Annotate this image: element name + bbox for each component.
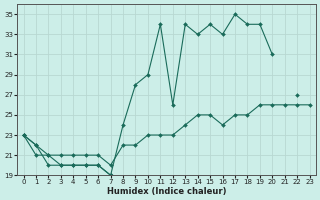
X-axis label: Humidex (Indice chaleur): Humidex (Indice chaleur): [107, 187, 226, 196]
